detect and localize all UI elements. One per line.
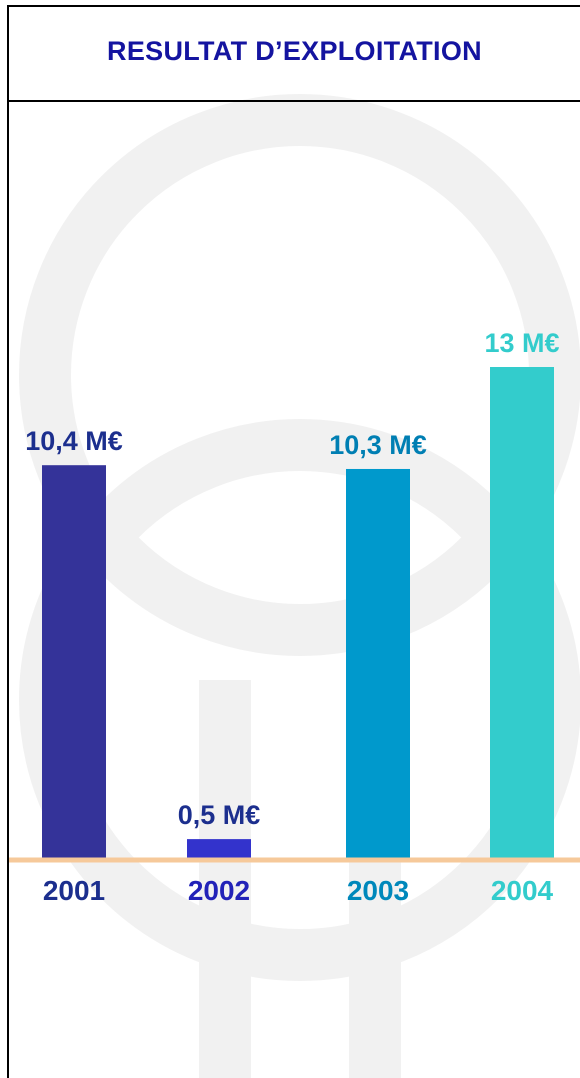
value-label-2003: 10,3 M€ (329, 430, 427, 460)
bar-2002 (187, 839, 251, 858)
value-label-2004: 13 M€ (484, 328, 559, 358)
x-tick-label-2004: 2004 (491, 875, 554, 906)
chart-frame (7, 5, 580, 1078)
bar-2001 (42, 465, 106, 858)
chart-title: RESULTAT D’EXPLOITATION (107, 36, 482, 66)
bar-2003 (346, 468, 410, 858)
value-label-2001: 10,4 M€ (25, 426, 123, 456)
header-divider (9, 100, 580, 102)
x-tick-label-2003: 2003 (347, 875, 409, 906)
x-tick-label-2002: 2002 (188, 875, 250, 906)
watermark-logo (19, 94, 580, 1078)
value-label-2002: 0,5 M€ (178, 800, 261, 830)
x-tick-label-2001: 2001 (43, 875, 105, 906)
bar-2004 (490, 367, 554, 858)
